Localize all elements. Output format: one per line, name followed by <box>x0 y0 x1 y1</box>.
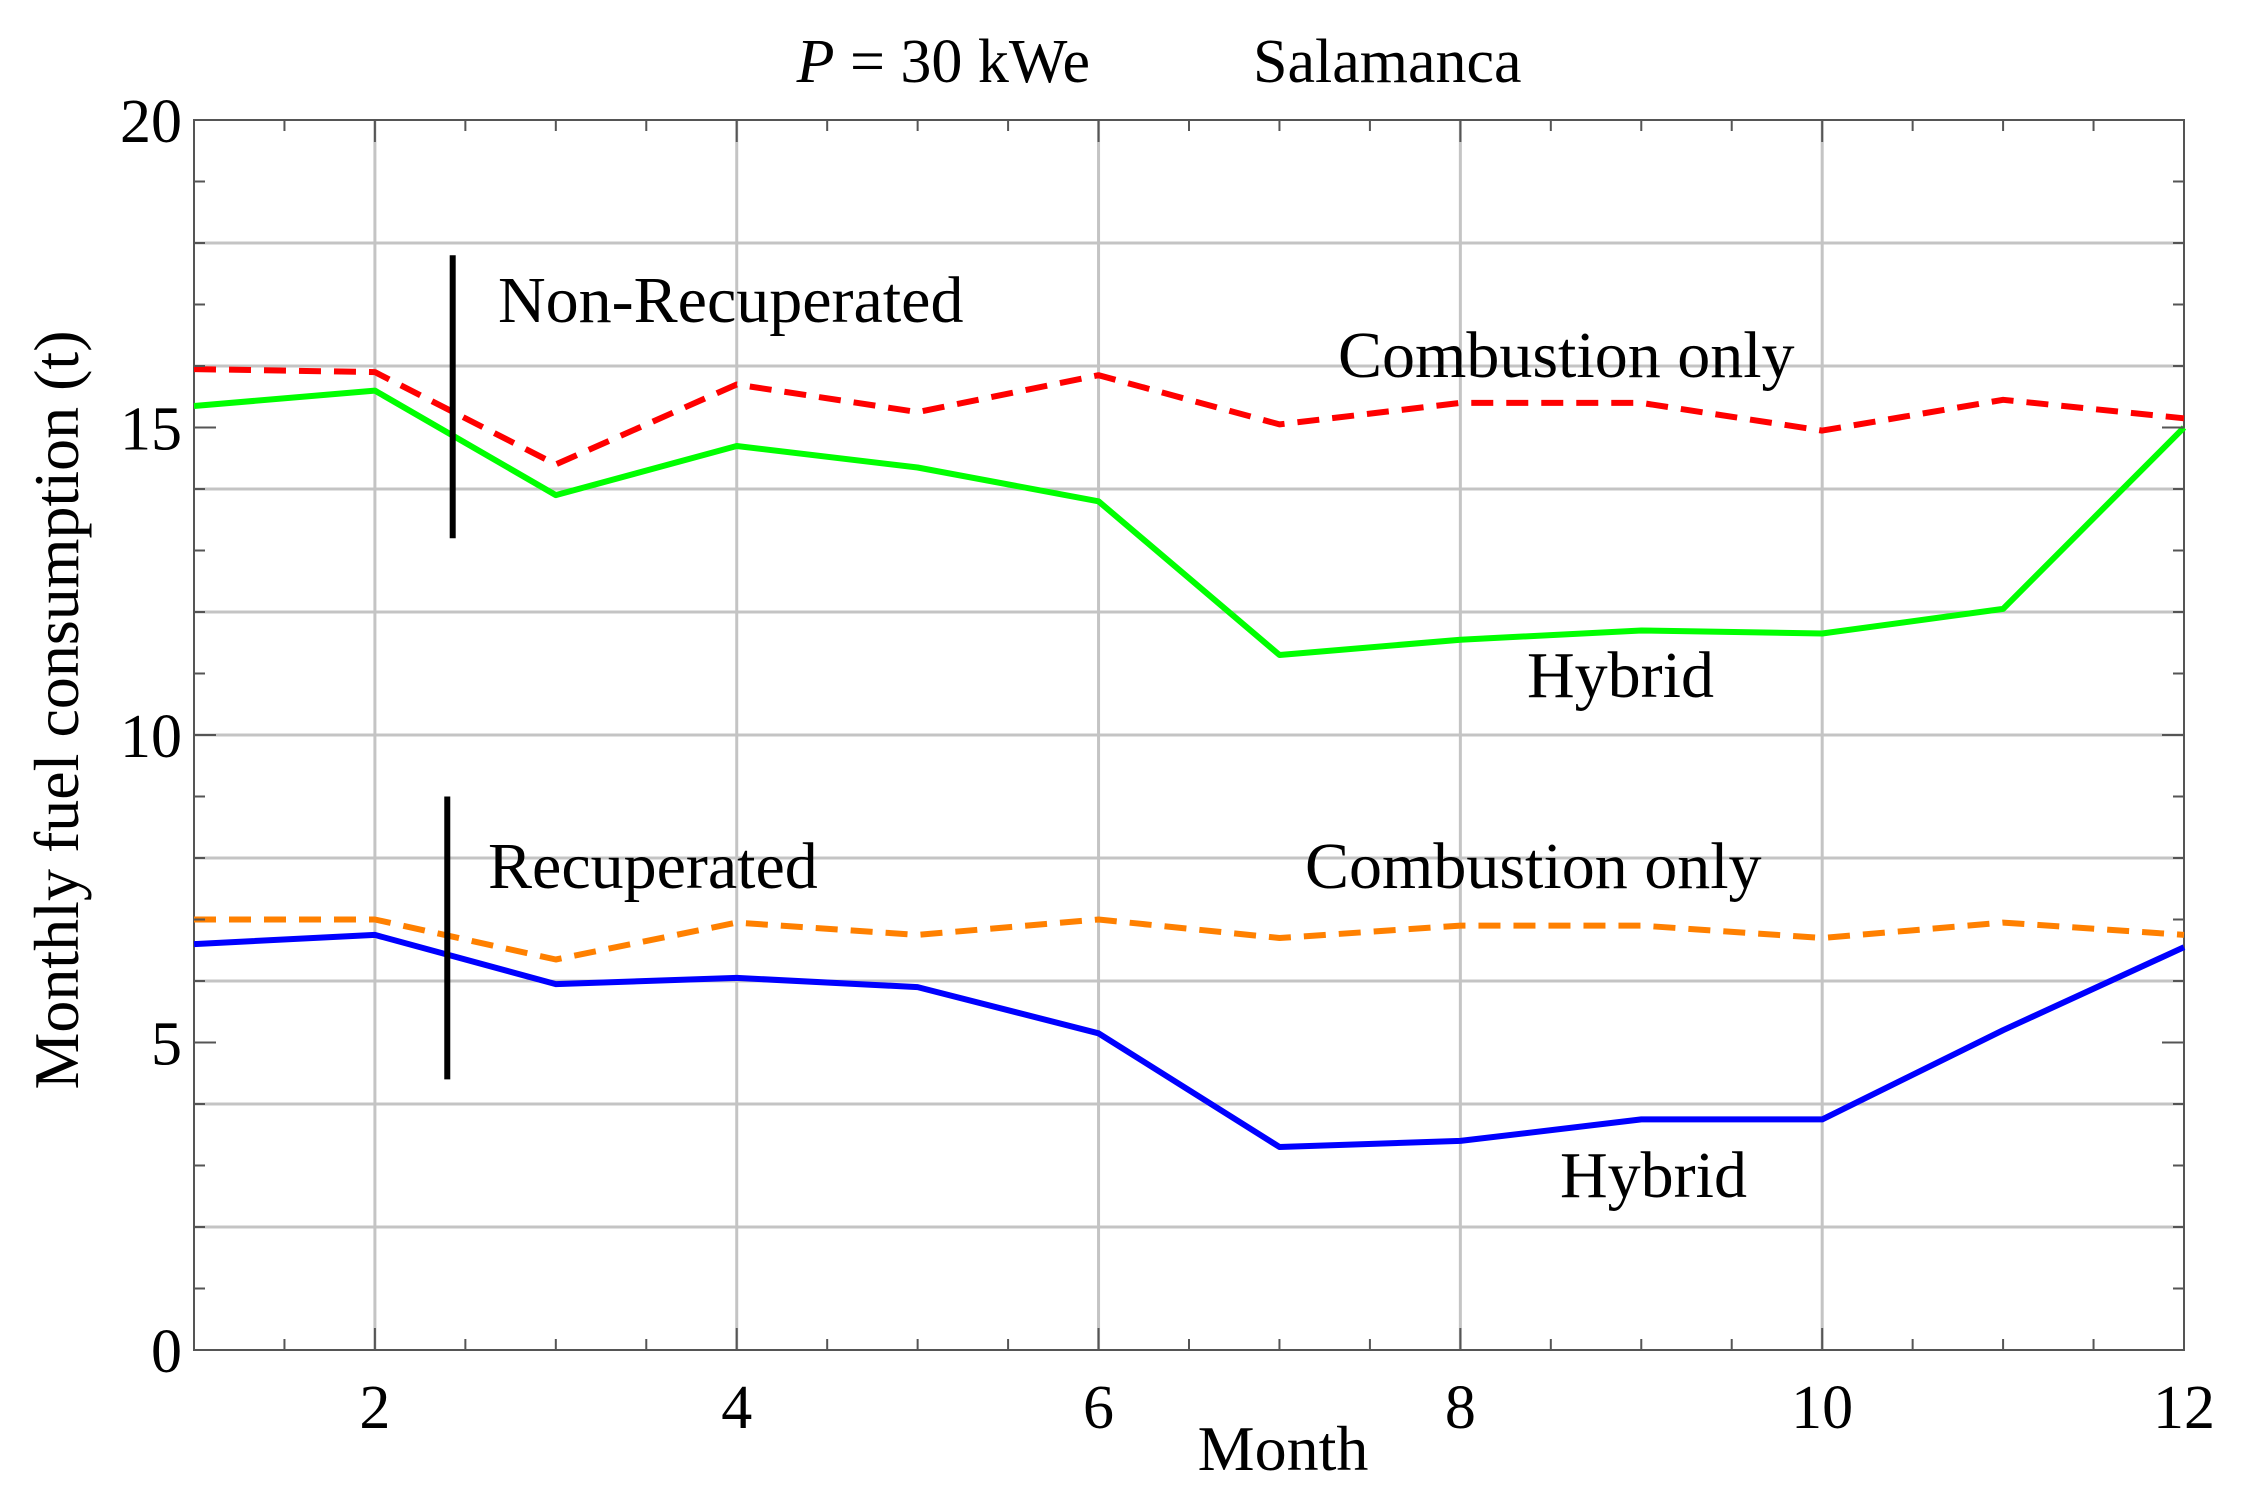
y-tick-label: 5 <box>151 1011 182 1079</box>
x-tick-label: 6 <box>1083 1374 1114 1442</box>
chart-title-left: P = 30 kWe <box>796 28 1090 96</box>
annotation-recuperated: Recuperated <box>488 830 818 903</box>
series-line-non-recuperated-hybrid <box>193 387 2187 658</box>
y-tick-label: 10 <box>120 703 182 771</box>
y-tick-label: 15 <box>120 396 182 464</box>
series-lines <box>193 366 2187 1150</box>
x-tick-label: 4 <box>721 1374 752 1442</box>
axis-ticks: 2 4 6 8 10 12 0 5 10 15 20 <box>120 88 2215 1442</box>
annotation-non-recuperated-hybrid: Hybrid <box>1527 639 1714 712</box>
chart-title-value: = 30 kWe <box>834 28 1090 96</box>
chart-title-symbol: P <box>796 28 835 96</box>
x-tick-label: 8 <box>1445 1374 1476 1442</box>
series-line-recuperated-combustion-only <box>194 916 2185 963</box>
annotation-recuperated-hybrid: Hybrid <box>1560 1139 1747 1212</box>
x-tick-label: 12 <box>2153 1374 2215 1442</box>
x-tick-label: 10 <box>1791 1374 1853 1442</box>
series-line-recuperated-hybrid <box>193 931 2186 1150</box>
y-tick-label: 0 <box>151 1318 182 1386</box>
series-line-non-recuperated-combustion-only <box>193 366 2185 468</box>
annotation-non-recuperated: Non-Recuperated <box>498 264 963 337</box>
marker-lines <box>444 255 456 1080</box>
x-axis-title: Month <box>1198 1413 1369 1484</box>
annotation-recuperated-combustion-only: Combustion only <box>1305 830 1762 903</box>
x-tick-label: 2 <box>359 1374 390 1442</box>
y-axis-title: Monthly fuel consumption (t) <box>21 330 92 1089</box>
chart-title-location: Salamanca <box>1253 28 1522 96</box>
y-tick-label: 20 <box>120 88 182 156</box>
annotation-non-recuperated-combustion-only: Combustion only <box>1338 319 1795 392</box>
grid-lines <box>194 120 2184 1350</box>
